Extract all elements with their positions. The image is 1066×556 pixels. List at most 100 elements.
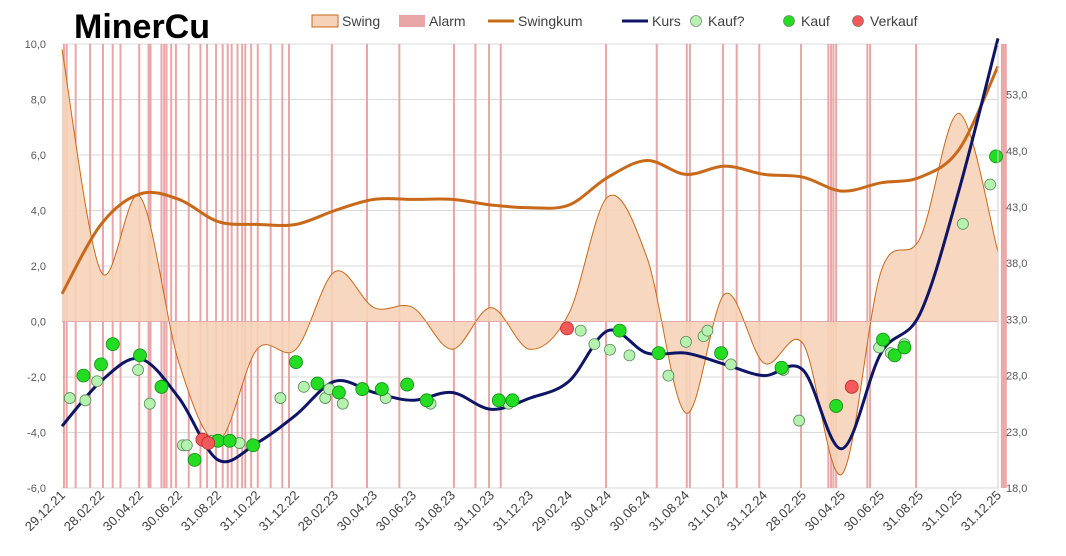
alarm-bar [830,44,833,488]
alarm-bar [199,44,202,488]
alarm-bar [241,44,244,488]
x-tick-label: 31.08.25 [880,488,926,534]
kauf-question-marker [274,392,287,404]
alarm-bar [835,44,838,488]
alarm-bar [163,44,166,488]
kauf-question-marker [724,358,737,371]
legend-label: Kauf [801,13,830,29]
alarm-bar [269,44,272,488]
alarm-bar [165,44,168,488]
kauf-marker [94,357,108,372]
x-tick-label: 28.02.23 [295,488,341,534]
x-tick-label: 30.04.25 [802,488,848,534]
alarm-bar [330,44,333,488]
alarm-bar [244,44,247,488]
alarm-bar [160,44,163,488]
kauf-marker [355,382,370,396]
x-tick-label: 30.04.24 [568,488,614,534]
chart-title: MinerCu [74,8,210,46]
alarm-bar [869,44,872,488]
x-tick-label: 30.06.22 [139,488,185,534]
legend: Swing Alarm Swingkum Kurs Kauf? Kauf Verkauf [311,13,918,29]
kauf-question-marker [143,397,156,410]
kauf-question-marker [79,394,92,407]
alarm-bar [250,44,253,488]
kauf-marker [331,385,346,400]
kauf-marker [154,379,169,394]
legend-swatch-marker [783,15,795,27]
kauf-marker [419,393,434,408]
legend-label: Alarm [429,13,466,29]
legend-label: Swing [342,13,380,29]
kauf-marker [289,355,303,370]
verkauf-marker [201,436,216,450]
x-tick-label: 31.08.23 [412,488,458,534]
x-tick-label: 31.10.22 [217,488,263,534]
swingkum-series-line [60,65,1000,295]
alarm-bar [187,44,190,488]
x-tick-label: 30.06.24 [607,488,653,534]
alarm-bar [236,44,239,488]
y-left-tick-label: -2,0 [27,372,46,384]
kauf-question-marker [984,178,997,191]
alarm-bar [398,44,401,488]
x-tick-label: 31.12.22 [256,488,302,534]
kauf-question-marker [588,338,601,351]
alarm-bar [688,44,691,488]
alarm-bar [281,44,284,488]
y-left-tick-label: 10,0 [25,39,46,51]
alarm-bar [174,44,177,488]
kauf-marker [374,382,389,396]
legend-swatch-swing [311,14,339,28]
alarm-bar [256,44,259,488]
x-tick-label: 30.04.22 [100,488,146,534]
legend-label: Swingkum [518,13,583,29]
kauf-marker [829,399,844,413]
kauf-question-marker [793,414,805,427]
kauf-marker [310,376,325,391]
alarm-bar [221,44,224,488]
legend-swatch-marker [852,15,864,27]
legend-label: Kurs [652,13,681,29]
kauf-question-marker [132,364,144,376]
y-left-tick-label: 4,0 [31,206,46,218]
alarm-bar [226,44,229,488]
kauf-question-marker [662,369,675,382]
y-left-tick-label: 2,0 [31,261,46,273]
alarm-bar [1004,44,1007,488]
y-right-tick-label: 28,0 [1006,371,1027,383]
kauf-question-marker [680,335,692,348]
legend-swatch-marker [690,15,702,27]
alarm-bar [1000,44,1003,488]
legend-label: Verkauf [870,13,918,29]
alarm-bar [474,44,477,488]
kauf-marker [222,433,237,448]
x-tick-label: 30.04.23 [334,488,380,534]
y-right-tick-label: 33,0 [1006,314,1027,326]
x-tick-label: 31.10.25 [919,488,965,534]
kauf-question-marker [180,439,193,452]
swingkum-line [60,65,1000,295]
kauf-question-marker [701,324,714,337]
alarm-bar [832,44,835,488]
alarm-bar [101,44,104,488]
y-left-tick-label: 6,0 [31,150,46,162]
kauf-question-marker [297,380,310,393]
x-tick-label: 31.12.23 [490,488,536,534]
y-left-tick-label: -4,0 [27,428,46,440]
y-axis-right: 53,0 48,0 43,0 38,0 33,0 28,0 23,0 18,0 [1006,90,1027,495]
kurs-line [60,38,1000,464]
x-axis: 29.12.2128.02.2230.04.2230.06.2231.08.22… [22,488,1004,534]
alarm-bar [287,44,290,488]
alarm-bar [722,44,725,488]
verkauf-marker [844,379,859,394]
alarm-bar [365,44,368,488]
x-tick-label: 30.06.23 [373,488,419,534]
legend-swatch-alarm [399,15,425,27]
x-tick-label: 31.10.23 [451,488,497,534]
kauf-marker [714,346,728,361]
kauf-marker [887,348,902,363]
y-right-tick-label: 38,0 [1006,258,1027,270]
kauf-marker [612,323,627,338]
